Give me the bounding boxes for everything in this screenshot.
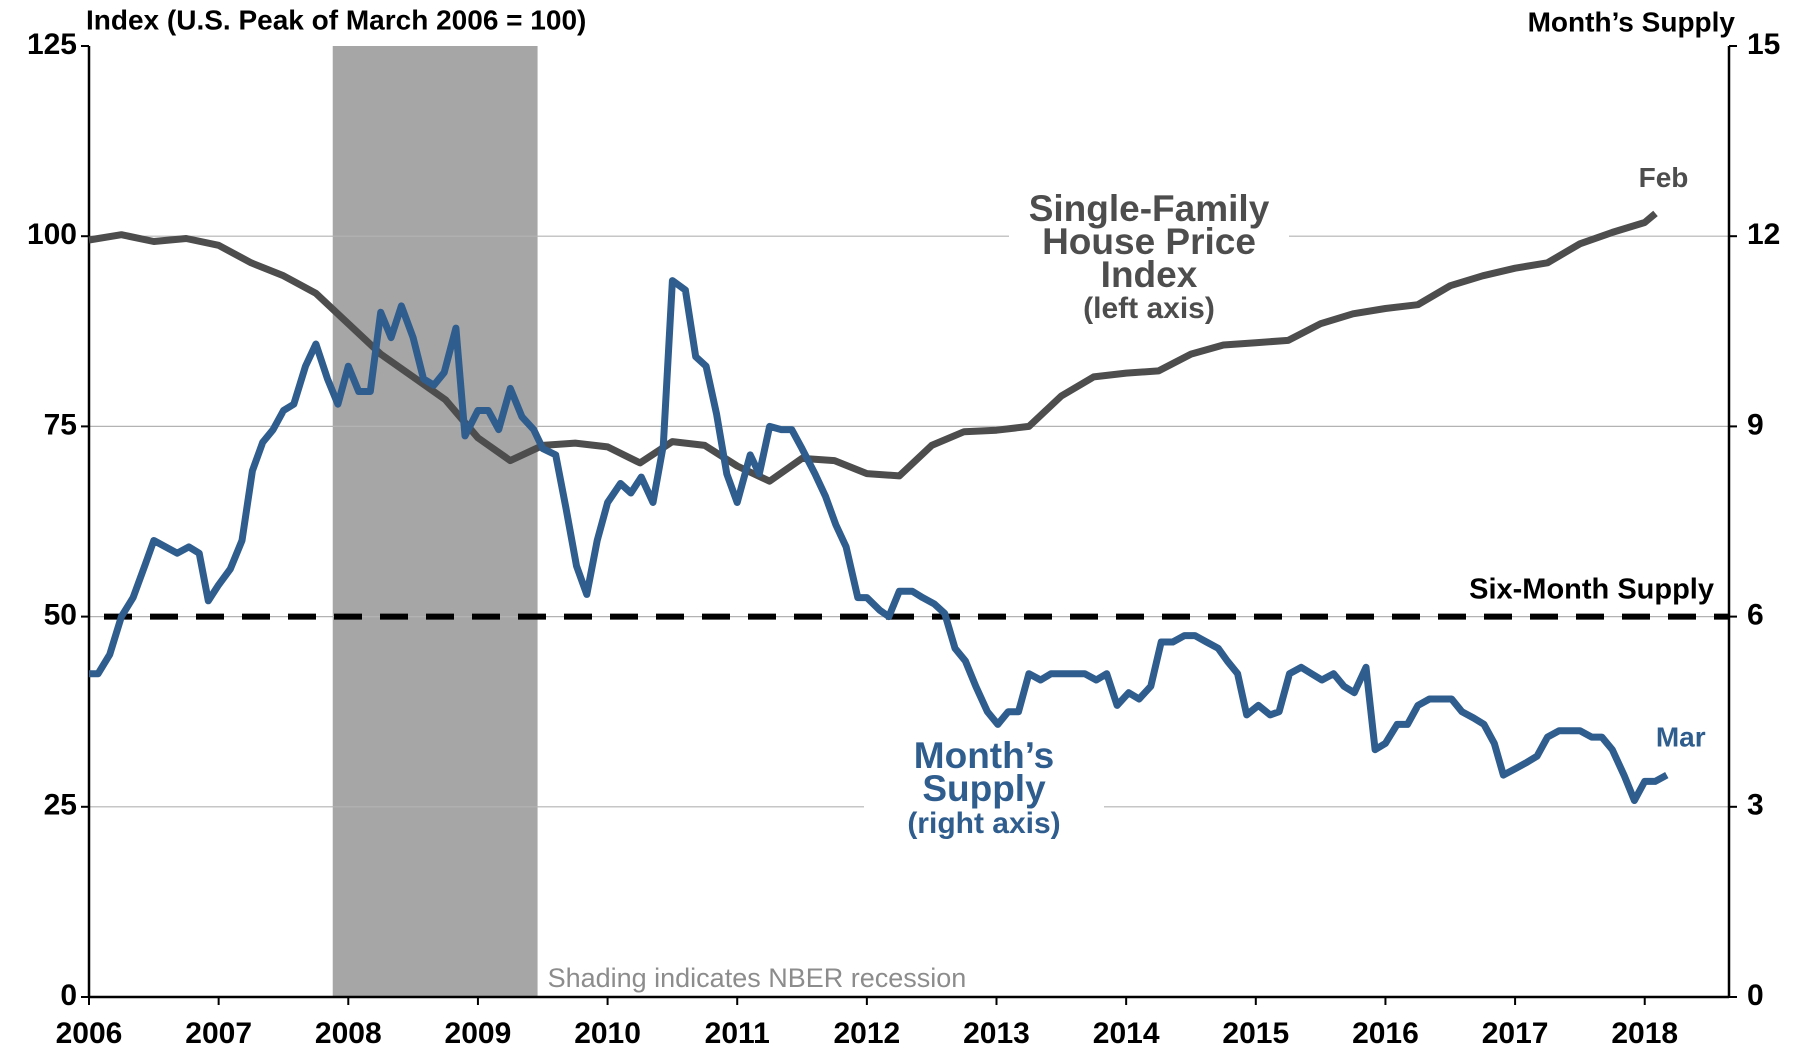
y2-tick-label: 6: [1747, 599, 1764, 632]
series-label: Index: [1101, 254, 1198, 295]
y-tick-label: 25: [44, 789, 77, 822]
series-line: [88, 210, 1658, 485]
x-tick-label: 2011: [705, 1017, 770, 1050]
y2-tick-label: 12: [1747, 218, 1780, 251]
x-tick-label: 2013: [963, 1017, 1030, 1050]
y-tick-label: 75: [44, 408, 77, 441]
x-tick-label: 2018: [1611, 1017, 1678, 1050]
shading-note: Shading indicates NBER recession: [548, 963, 967, 993]
y2-tick-label: 3: [1747, 789, 1764, 822]
series-label: Supply: [922, 768, 1046, 809]
y-tick-label: 50: [44, 599, 77, 632]
x-tick-label: 2016: [1352, 1017, 1419, 1050]
label-background: [1009, 189, 1289, 332]
x-tick-label: 2014: [1093, 1017, 1160, 1050]
x-tick-label: 2012: [833, 1017, 900, 1050]
series-axis-note: (right axis): [907, 807, 1060, 840]
x-tick-label: 2007: [185, 1017, 252, 1050]
reference-label: Six-Month Supply: [1469, 573, 1714, 605]
y-tick-label: 100: [27, 218, 77, 251]
y-tick-label: 0: [60, 979, 77, 1012]
series-axis-note: (left axis): [1083, 292, 1215, 325]
x-tick-label: 2015: [1222, 1017, 1289, 1050]
series-label: Single-Family: [1029, 188, 1270, 229]
series-label: House Price: [1042, 221, 1256, 262]
x-tick-label: 2006: [56, 1017, 123, 1050]
end-label: Feb: [1639, 162, 1689, 193]
x-tick-label: 2008: [315, 1017, 382, 1050]
recession-shading: [332, 46, 538, 997]
series-line: [89, 277, 1669, 804]
x-tick-label: 2017: [1482, 1017, 1549, 1050]
x-tick-label: 2009: [445, 1017, 512, 1050]
y-tick-label: 125: [27, 28, 77, 61]
y2-axis-label: Month’s Supply: [1528, 6, 1736, 37]
y2-tick-label: 15: [1747, 28, 1780, 61]
x-tick-label: 2010: [574, 1017, 641, 1050]
end-label: Mar: [1656, 721, 1706, 752]
y2-tick-label: 9: [1747, 408, 1764, 441]
label-background: [864, 736, 1104, 847]
y2-tick-label: 0: [1747, 979, 1764, 1012]
y-axis-label: Index (U.S. Peak of March 2006 = 100): [86, 4, 586, 35]
series-label: Month’s: [914, 735, 1054, 776]
